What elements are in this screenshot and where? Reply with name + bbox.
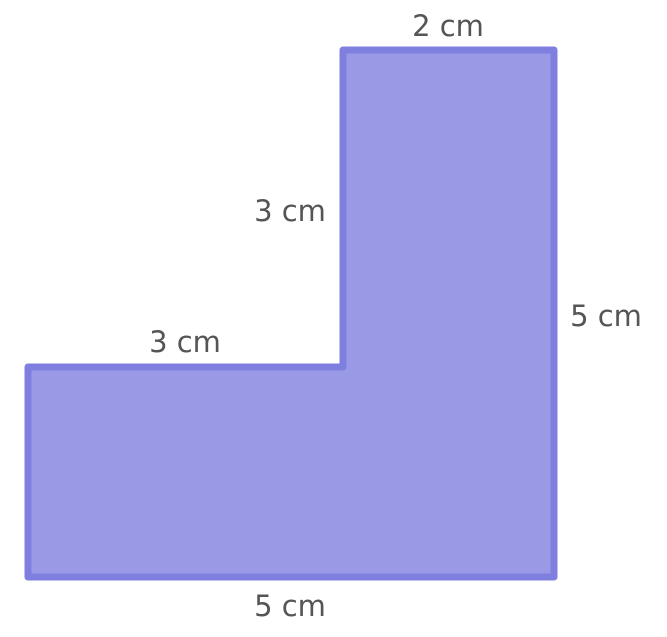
inner-horizontal-edge-label: 3 cm (149, 325, 221, 359)
bottom-edge-label: 5 cm (254, 589, 326, 623)
top-edge-label: 2 cm (412, 9, 484, 43)
right-edge-label: 5 cm (570, 299, 642, 333)
l-shape (24, 46, 558, 581)
inner-vertical-edge-label: 3 cm (254, 194, 326, 228)
